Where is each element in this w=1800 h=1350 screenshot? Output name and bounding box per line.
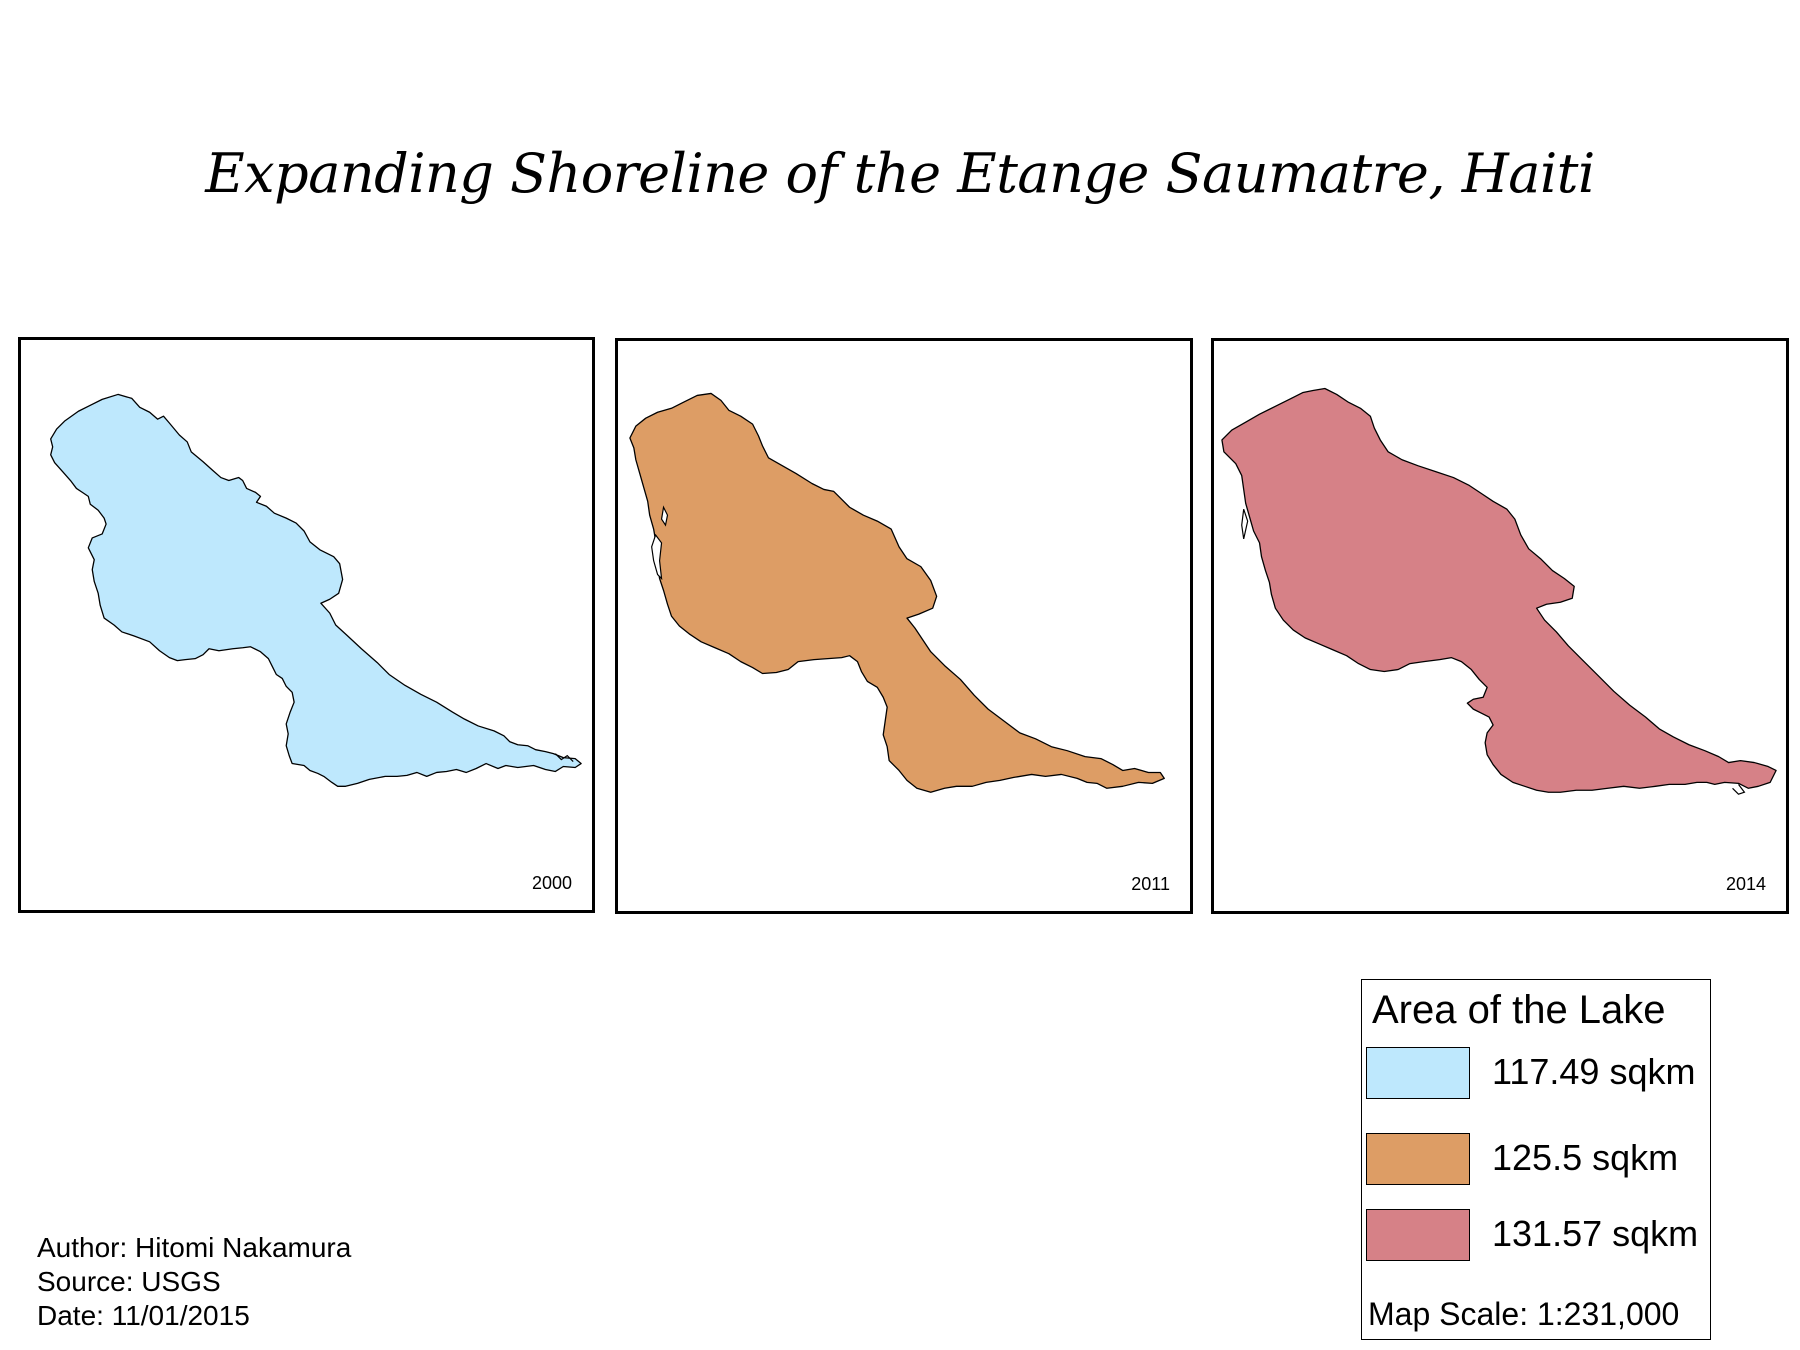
credit-date: Date: 11/01/2015 [37,1300,250,1331]
legend-label: 131.57 sqkm [1492,1213,1699,1254]
legend-label: 117.49 sqkm [1492,1051,1696,1092]
lake-map-2011 [629,392,1165,793]
lake-island-2011 [651,533,663,581]
lake-detail-2014 [1241,509,1746,795]
lake-shape-2011 [629,392,1165,793]
legend-label: 125.5 sqkm [1492,1137,1679,1178]
map-year-2000: 2000 [531,873,572,893]
map-panel-2014: 2014 [1211,338,1789,914]
legend-swatch-red [1366,1209,1470,1261]
map-panel-2011: 2011 [615,338,1193,914]
legend-swatch-blue [1366,1047,1470,1099]
map-scale: Map Scale: 1:231,000 [1368,1296,1680,1332]
map-year-2011: 2011 [1131,874,1170,894]
map-panel-2000: 2000 [18,337,595,913]
lake-shape-2014 [1221,387,1777,793]
lake-map-2000 [50,393,582,787]
legend-swatch-orange [1366,1133,1470,1185]
map-year-2014: 2014 [1725,874,1766,894]
lake-inlet-2000 [554,753,574,762]
legend-title: Area of the Lake [1372,988,1666,1032]
legend-item-2014: 131.57 sqkm [1366,1209,1706,1265]
lake-shape-2000 [50,393,582,787]
map-credits: Author: Hitomi Nakamura Source: USGS Dat… [37,1231,351,1333]
legend-item-2011: 125.5 sqkm [1366,1133,1706,1189]
map-title: Expanding Shoreline of the Etange Saumat… [205,142,1595,205]
credit-author: Author: Hitomi Nakamura [37,1232,352,1263]
lake-island-2011-b [660,505,669,527]
credit-source: Source: USGS [37,1266,221,1297]
legend: Area of the Lake 117.49 sqkm 125.5 sqkm … [1361,979,1711,1340]
lake-map-2014 [1221,387,1777,795]
legend-item-2000: 117.49 sqkm [1366,1047,1706,1103]
